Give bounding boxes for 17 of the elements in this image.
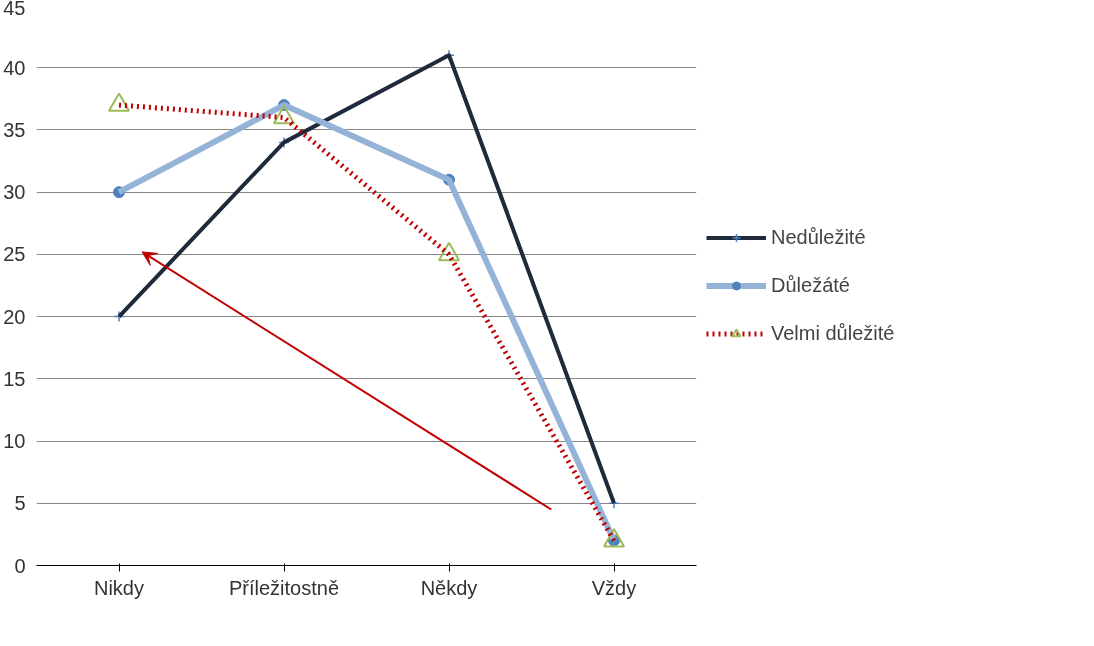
legend-label: Velmi důležité — [771, 321, 895, 345]
y-tick-label: 25 — [3, 243, 26, 266]
y-tick-label: 0 — [14, 554, 26, 577]
y-tick-label: 35 — [3, 118, 26, 141]
y-tick-label: 5 — [14, 492, 26, 515]
legend-label: Nedůležité — [771, 225, 866, 249]
x-tick-label: Nikdy — [94, 576, 145, 599]
y-tick-label: 10 — [3, 430, 26, 453]
x-tick-label: Vždy — [591, 576, 637, 599]
y-tick-label: 15 — [3, 367, 26, 390]
legend-label: Důležáté — [771, 273, 850, 297]
y-tick-label: 40 — [3, 56, 26, 79]
y-tick-label: 30 — [3, 181, 26, 204]
y-tick-label: 20 — [3, 305, 26, 328]
y-tick-label: 45 — [3, 0, 26, 19]
x-tick-label: Někdy — [420, 576, 478, 599]
x-tick-label: Příležitostně — [228, 576, 340, 599]
